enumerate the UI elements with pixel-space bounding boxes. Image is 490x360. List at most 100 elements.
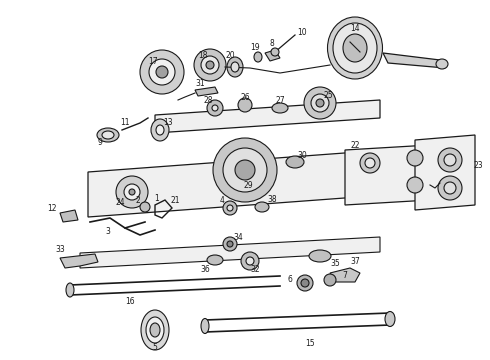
Text: 31: 31 (195, 78, 205, 87)
Text: 5: 5 (152, 343, 157, 352)
Text: 35: 35 (330, 260, 340, 269)
Ellipse shape (272, 103, 288, 113)
Circle shape (238, 98, 252, 112)
Circle shape (316, 99, 324, 107)
Ellipse shape (146, 317, 164, 343)
Text: 37: 37 (350, 256, 360, 266)
Circle shape (149, 59, 175, 85)
Text: 21: 21 (170, 195, 180, 204)
Text: 38: 38 (267, 194, 277, 203)
Text: 33: 33 (55, 246, 65, 255)
Ellipse shape (255, 202, 269, 212)
Ellipse shape (343, 34, 367, 62)
Text: 3: 3 (105, 228, 110, 237)
Ellipse shape (327, 17, 383, 79)
Text: 8: 8 (270, 39, 274, 48)
Text: 6: 6 (288, 275, 293, 284)
Circle shape (140, 50, 184, 94)
Circle shape (129, 189, 135, 195)
Circle shape (360, 153, 380, 173)
Text: 22: 22 (350, 140, 360, 149)
Text: 30: 30 (297, 150, 307, 159)
Circle shape (324, 274, 336, 286)
Text: 1: 1 (155, 194, 159, 202)
Circle shape (223, 237, 237, 251)
Polygon shape (195, 87, 218, 96)
Circle shape (227, 241, 233, 247)
Ellipse shape (231, 62, 239, 72)
Circle shape (116, 176, 148, 208)
Ellipse shape (150, 323, 160, 337)
Ellipse shape (66, 283, 74, 297)
Text: 14: 14 (350, 23, 360, 32)
Circle shape (156, 66, 168, 78)
Ellipse shape (227, 57, 243, 77)
Polygon shape (60, 210, 78, 222)
Circle shape (223, 201, 237, 215)
Circle shape (271, 48, 279, 56)
Ellipse shape (102, 131, 114, 139)
Circle shape (438, 176, 462, 200)
Circle shape (213, 138, 277, 202)
Circle shape (227, 205, 233, 211)
Polygon shape (155, 100, 380, 133)
Text: 19: 19 (250, 42, 260, 51)
Ellipse shape (201, 319, 209, 333)
Text: 29: 29 (243, 180, 253, 189)
Circle shape (201, 56, 219, 74)
Circle shape (297, 275, 313, 291)
Text: 16: 16 (125, 297, 135, 306)
Circle shape (124, 184, 140, 200)
Circle shape (212, 105, 218, 111)
Circle shape (246, 257, 254, 265)
Text: 13: 13 (163, 117, 173, 126)
Text: 4: 4 (220, 195, 224, 204)
Circle shape (304, 87, 336, 119)
Text: 20: 20 (225, 50, 235, 59)
Text: 10: 10 (297, 27, 307, 36)
Ellipse shape (254, 52, 262, 62)
Ellipse shape (436, 59, 448, 69)
Circle shape (311, 94, 329, 112)
Text: 17: 17 (148, 57, 158, 66)
Text: 32: 32 (250, 266, 260, 275)
Text: 23: 23 (473, 161, 483, 170)
Text: 9: 9 (98, 138, 102, 147)
Polygon shape (80, 237, 380, 268)
Ellipse shape (286, 156, 304, 168)
Text: 27: 27 (275, 95, 285, 104)
Text: 2: 2 (136, 195, 140, 204)
Text: 24: 24 (115, 198, 125, 207)
Circle shape (235, 160, 255, 180)
Circle shape (365, 158, 375, 168)
Ellipse shape (309, 250, 331, 262)
Polygon shape (265, 50, 280, 61)
Text: 11: 11 (120, 117, 130, 126)
Circle shape (444, 154, 456, 166)
Circle shape (223, 148, 267, 192)
Circle shape (241, 252, 259, 270)
Ellipse shape (207, 255, 223, 265)
Polygon shape (60, 254, 98, 268)
Text: 18: 18 (198, 50, 208, 59)
Circle shape (140, 202, 150, 212)
Circle shape (407, 177, 423, 193)
Text: 36: 36 (200, 266, 210, 275)
Text: 7: 7 (343, 270, 347, 279)
Text: 26: 26 (240, 93, 250, 102)
Circle shape (194, 49, 226, 81)
Circle shape (206, 61, 214, 69)
Polygon shape (345, 145, 430, 205)
Text: 12: 12 (47, 203, 57, 212)
Circle shape (301, 279, 309, 287)
Circle shape (207, 100, 223, 116)
Ellipse shape (151, 119, 169, 141)
Ellipse shape (385, 311, 395, 327)
Polygon shape (88, 150, 385, 217)
Text: 25: 25 (323, 90, 333, 99)
Polygon shape (415, 135, 475, 210)
Text: 28: 28 (203, 95, 213, 104)
Circle shape (407, 150, 423, 166)
Circle shape (438, 148, 462, 172)
Ellipse shape (97, 128, 119, 142)
